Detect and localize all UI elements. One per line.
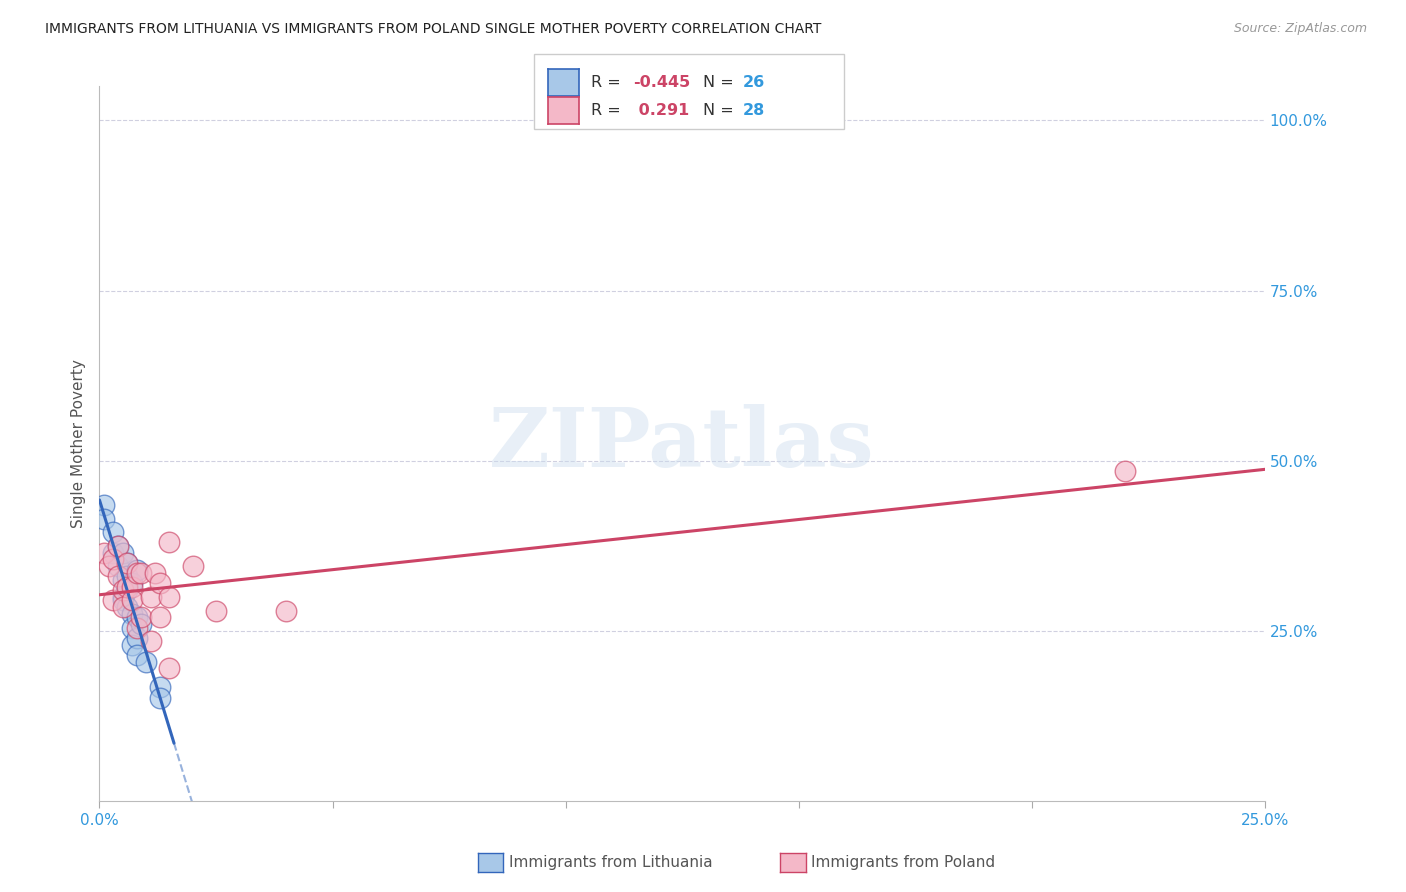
Point (117, 580, 139, 594)
Point (121, 580, 143, 594)
Text: IMMIGRANTS FROM LITHUANIA VS IMMIGRANTS FROM POLAND SINGLE MOTHER POVERTY CORREL: IMMIGRANTS FROM LITHUANIA VS IMMIGRANTS … (45, 22, 821, 37)
Point (93, 511, 115, 525)
Point (103, 546, 125, 560)
Point (139, 590, 162, 604)
Text: Immigrants from Lithuania: Immigrants from Lithuania (509, 855, 713, 870)
Text: -0.445: -0.445 (633, 75, 690, 90)
Point (117, 583, 139, 598)
Point (103, 525, 125, 540)
Point (111, 593, 134, 607)
Point (157, 661, 180, 675)
Point (131, 566, 153, 580)
Point (121, 638, 143, 652)
Point (145, 566, 167, 580)
Y-axis label: Single Mother Poverty: Single Mother Poverty (72, 359, 86, 528)
Point (117, 556, 139, 570)
Point (111, 546, 134, 560)
Point (111, 573, 134, 587)
Point (274, 603, 297, 617)
Text: R =: R = (591, 103, 626, 118)
Point (125, 631, 148, 645)
Point (157, 590, 180, 604)
Point (93, 546, 115, 560)
Point (97, 559, 120, 574)
Text: N =: N = (703, 103, 740, 118)
Point (107, 539, 129, 553)
Point (125, 610, 148, 624)
Point (107, 559, 129, 574)
Text: 26: 26 (742, 75, 765, 90)
Point (117, 556, 139, 570)
Point (121, 593, 143, 607)
Text: 28: 28 (742, 103, 765, 118)
Point (139, 634, 162, 648)
Text: 0.291: 0.291 (633, 103, 689, 118)
Point (125, 563, 148, 577)
Text: R =: R = (591, 75, 626, 90)
Point (181, 559, 204, 574)
Point (135, 655, 157, 669)
Point (107, 569, 129, 583)
Point (157, 535, 180, 549)
Text: Immigrants from Poland: Immigrants from Poland (811, 855, 995, 870)
Point (149, 680, 172, 694)
Point (149, 610, 172, 624)
Point (205, 603, 228, 617)
Point (131, 610, 153, 624)
Text: ZIPatlas: ZIPatlas (489, 404, 875, 483)
Point (117, 569, 139, 583)
Point (111, 590, 134, 604)
Point (117, 600, 139, 615)
Point (93, 498, 115, 512)
Point (121, 607, 143, 621)
Point (103, 593, 125, 607)
Point (131, 617, 153, 632)
Point (121, 621, 143, 635)
Point (111, 600, 134, 615)
Point (1114, 464, 1136, 478)
Point (125, 621, 148, 635)
Point (149, 690, 172, 705)
Point (121, 576, 143, 591)
Point (149, 576, 172, 591)
Text: N =: N = (703, 75, 740, 90)
Text: Source: ZipAtlas.com: Source: ZipAtlas.com (1233, 22, 1367, 36)
Point (103, 552, 125, 566)
Point (125, 566, 148, 580)
Point (125, 648, 148, 662)
Point (111, 583, 134, 598)
Point (107, 539, 129, 553)
